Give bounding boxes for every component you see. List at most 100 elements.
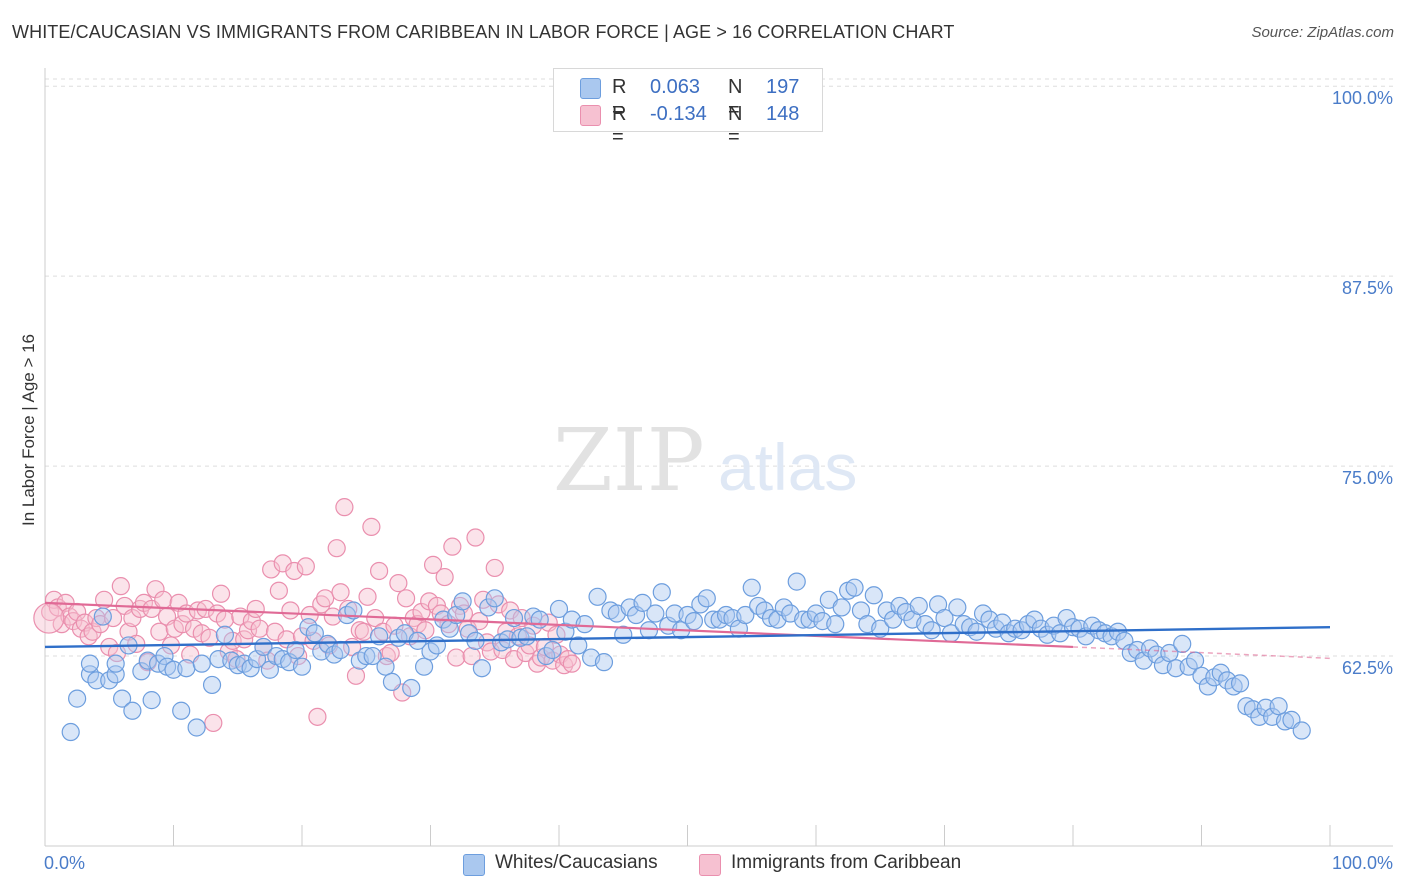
white-point xyxy=(736,605,755,625)
white-point xyxy=(414,657,434,676)
white-point xyxy=(633,593,652,612)
white-point xyxy=(511,628,530,647)
caribbean-point xyxy=(481,642,500,661)
white-point xyxy=(459,624,479,643)
y-tick-label: 87.5% xyxy=(1342,278,1393,298)
white-point xyxy=(697,589,716,608)
caribbean-point xyxy=(462,646,481,666)
caribbean-point xyxy=(396,589,416,608)
white-point xyxy=(106,654,125,673)
white-point xyxy=(826,615,845,634)
white-point xyxy=(93,607,112,626)
white-point xyxy=(138,651,157,670)
white-point xyxy=(241,659,260,678)
caribbean-trend-line xyxy=(44,601,1074,649)
caribbean-point xyxy=(269,581,288,600)
r-value: 0.063 xyxy=(650,76,701,98)
caribbean-point xyxy=(331,583,350,602)
legend-swatch-pink xyxy=(580,105,601,126)
caribbean-point xyxy=(466,528,485,547)
caribbean-point xyxy=(327,539,346,558)
white-point xyxy=(549,599,569,619)
white-point xyxy=(1057,608,1076,628)
white-point xyxy=(472,659,491,678)
white-point xyxy=(787,572,806,591)
caribbean-point xyxy=(308,707,327,726)
caribbean-point xyxy=(204,713,223,733)
white-point xyxy=(742,578,761,597)
white-point xyxy=(292,657,312,676)
y-tick-label: 62.5% xyxy=(1342,658,1393,678)
white-point xyxy=(948,598,967,617)
white-point xyxy=(652,583,671,602)
white-point xyxy=(357,646,376,666)
white-point xyxy=(363,646,382,666)
white-point xyxy=(1292,721,1311,740)
white-point xyxy=(909,596,928,616)
white-point xyxy=(684,612,704,631)
caribbean-point xyxy=(389,574,408,593)
white-point xyxy=(485,589,504,608)
tick-labels: 62.5% 75.0% 87.5% 100.0% 0.0% 100.0% xyxy=(44,88,1393,873)
caribbean-point xyxy=(447,648,466,667)
x-tick-label: 100.0% xyxy=(1332,853,1393,873)
n-label: N = xyxy=(728,76,743,121)
n-value: 148 xyxy=(766,103,800,125)
r-label: R = xyxy=(612,76,627,121)
caribbean-point xyxy=(111,577,130,596)
white-point xyxy=(187,718,206,737)
caribbean-point xyxy=(358,587,377,606)
white-point xyxy=(192,654,211,673)
white-point xyxy=(935,608,954,628)
white-point xyxy=(142,691,161,710)
caribbean-point xyxy=(485,558,504,578)
white-point xyxy=(761,608,781,628)
white-point xyxy=(177,659,196,678)
white-point xyxy=(1185,651,1205,670)
white-point xyxy=(1211,663,1230,682)
trend-lines xyxy=(44,601,1331,660)
white-point xyxy=(806,604,826,623)
white-point xyxy=(453,592,472,611)
white-point xyxy=(123,701,142,720)
caribbean-point xyxy=(504,649,524,669)
caribbean-point xyxy=(381,643,400,663)
caribbean-point xyxy=(52,615,71,634)
watermark-atlas: atlas xyxy=(718,430,857,504)
white-point xyxy=(639,621,659,640)
white-point xyxy=(286,640,305,660)
white-point xyxy=(1160,643,1179,663)
white-point xyxy=(543,640,562,660)
caribbean-point xyxy=(123,608,142,628)
white-point xyxy=(755,601,774,620)
white-point xyxy=(479,598,498,617)
white-point xyxy=(1230,674,1250,693)
legend-label-whites: Whites/Caucasians xyxy=(495,852,658,873)
caribbean-point xyxy=(354,622,373,641)
legend-swatch-blue xyxy=(463,854,485,876)
caribbean-point xyxy=(443,537,462,556)
caribbean-point xyxy=(33,602,65,634)
n-label: N = xyxy=(728,103,743,148)
white-point xyxy=(344,601,363,620)
caribbean-point xyxy=(200,628,219,647)
white-point xyxy=(845,578,864,597)
y-tick-label: 75.0% xyxy=(1342,468,1393,488)
r-label: R = xyxy=(612,103,627,148)
caribbean-point xyxy=(173,615,192,634)
caribbean-point xyxy=(215,610,234,629)
caribbean-point xyxy=(154,590,173,609)
white-point xyxy=(155,646,174,666)
stats-legend: R = 0.063 N = 197 R = -0.134 N = 148 xyxy=(553,68,823,148)
white-trend-line xyxy=(44,625,1331,649)
white-point xyxy=(594,653,614,672)
source-label: Source: ZipAtlas.com xyxy=(1251,24,1394,41)
white-point xyxy=(382,672,402,691)
caribbean-point xyxy=(127,634,146,654)
caribbean-point xyxy=(150,622,169,641)
white-point xyxy=(1198,677,1218,696)
caribbean-trend-extension xyxy=(1072,646,1331,660)
caribbean-point xyxy=(362,517,381,536)
white-point xyxy=(1269,697,1288,716)
